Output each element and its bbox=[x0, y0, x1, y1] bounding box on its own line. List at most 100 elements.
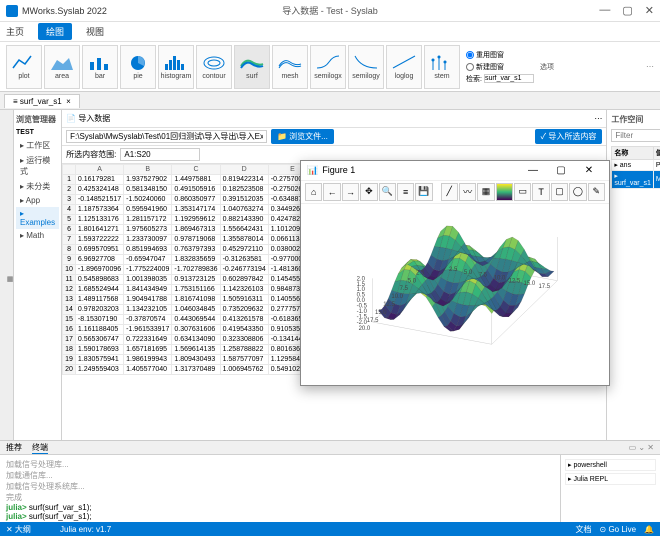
ribbon-semilogx[interactable]: semilogx bbox=[310, 45, 346, 89]
ribbon-histogram[interactable]: histogram bbox=[158, 45, 194, 89]
sidebar-item[interactable]: ▸ Examples bbox=[16, 207, 59, 229]
ribbon-stem[interactable]: stem bbox=[424, 45, 460, 89]
svg-text:10.0: 10.0 bbox=[494, 276, 506, 282]
app-icon bbox=[6, 5, 18, 17]
panel-menu[interactable]: ⋯ bbox=[594, 114, 602, 123]
svg-text:10.0: 10.0 bbox=[391, 294, 403, 300]
ribbon-search[interactable] bbox=[484, 74, 534, 83]
title-bar: MWorks.Syslab 2022 导入数据 - Test - Syslab … bbox=[0, 0, 660, 22]
ribbon-bar[interactable]: bar bbox=[82, 45, 118, 89]
tool-rect-icon[interactable]: ▢ bbox=[551, 183, 568, 201]
ribbon-plot[interactable]: plot bbox=[6, 45, 42, 89]
workspace-header: 工作空间 bbox=[611, 114, 660, 125]
ribbon-pie[interactable]: pie bbox=[120, 45, 156, 89]
sidebar-item[interactable]: ▸ Math bbox=[16, 229, 59, 242]
tool-ellipse-icon[interactable]: ◯ bbox=[569, 183, 586, 201]
svg-text:7.5: 7.5 bbox=[400, 286, 409, 292]
fig-min-button[interactable]: — bbox=[519, 165, 547, 176]
menu-bar: 主页 绘图 视图 bbox=[0, 22, 660, 42]
status-bell-icon[interactable]: 🔔 bbox=[644, 525, 654, 534]
terminal-list: ▸ powershell▸ Julia REPL bbox=[560, 455, 660, 522]
figure-icon: 📊 bbox=[307, 165, 318, 176]
browse-button[interactable]: 📁 浏览文件... bbox=[271, 129, 334, 144]
file-tab[interactable]: ≡ surf_var_s1 × bbox=[4, 94, 80, 108]
new-figure-radio[interactable]: 新建图窗 bbox=[466, 62, 534, 72]
reuse-figure-radio[interactable]: 重用图窗 bbox=[466, 50, 534, 60]
terminal: 加载信号处理库...加载通信库...加载信号处理系统库...完成 julia> … bbox=[0, 454, 660, 522]
close-button[interactable]: ✕ bbox=[645, 4, 654, 17]
workspace-panel: 工作空间 名称值▸ ansPyObject▸ surf_var_s1Matrix… bbox=[606, 110, 660, 440]
terminal-output[interactable]: 加载信号处理库...加载通信库...加载信号处理系统库...完成 julia> … bbox=[0, 455, 560, 522]
svg-text:20.0: 20.0 bbox=[359, 326, 371, 332]
save-icon[interactable]: 💾 bbox=[415, 183, 432, 201]
sidebar-item[interactable]: ▸ 未分类 bbox=[16, 179, 59, 194]
ribbon-surf[interactable]: surf bbox=[234, 45, 270, 89]
tool-line-icon[interactable]: ╱ bbox=[441, 183, 458, 201]
path-input[interactable] bbox=[66, 130, 267, 143]
back-icon[interactable]: ← bbox=[323, 183, 340, 201]
sidebar: 浏览管理器 TEST ▸ 工作区▸ 运行模式▸ 未分类▸ App▸ Exampl… bbox=[14, 110, 62, 440]
svg-text:5.0: 5.0 bbox=[408, 278, 417, 284]
svg-text:15.0: 15.0 bbox=[524, 281, 536, 287]
status-env[interactable]: Julia env: v1.7 bbox=[60, 525, 111, 534]
home-icon[interactable]: ⌂ bbox=[305, 183, 322, 201]
activity-bar: ▦ ⚲ ▣ bbox=[0, 110, 14, 440]
config-icon[interactable]: ≡ bbox=[397, 183, 414, 201]
status-bar: ✕ 大纲 Julia env: v1.7 文档 ⊙ Go Live 🔔 bbox=[0, 522, 660, 536]
range-input[interactable] bbox=[120, 148, 200, 161]
svg-text:17.5: 17.5 bbox=[538, 284, 550, 290]
ribbon: plot area bar pie histogram contour surf… bbox=[0, 42, 660, 92]
svg-text:17.5: 17.5 bbox=[367, 318, 379, 324]
fwd-icon[interactable]: → bbox=[342, 183, 359, 201]
pan-icon[interactable]: ✥ bbox=[360, 183, 377, 201]
terminal-tab-term[interactable]: 终端 bbox=[32, 442, 48, 454]
sidebar-test: TEST bbox=[16, 129, 59, 136]
options-label: 选项 bbox=[540, 62, 554, 72]
ribbon-contour[interactable]: contour bbox=[196, 45, 232, 89]
svg-text:12.5: 12.5 bbox=[383, 302, 395, 308]
status-doc[interactable]: 文档 bbox=[576, 524, 592, 535]
tool-select-icon[interactable]: ▭ bbox=[514, 183, 531, 201]
sidebar-item[interactable]: ▸ 工作区 bbox=[16, 138, 59, 153]
tool-grid-icon[interactable]: ▦ bbox=[477, 183, 494, 201]
figure-plot[interactable]: 2.01.51.00.50.0-0.5-1.0-1.5-2.02.55.07.5… bbox=[301, 204, 609, 385]
menu-plot[interactable]: 绘图 bbox=[38, 23, 72, 40]
import-tab[interactable]: 📄 导入数据 bbox=[66, 113, 110, 124]
status-golive[interactable]: ⊙ Go Live bbox=[600, 525, 637, 534]
ribbon-semilogy[interactable]: semilogy bbox=[348, 45, 384, 89]
ribbon-more[interactable]: ⋯ bbox=[646, 62, 654, 71]
ribbon-loglog[interactable]: loglog bbox=[386, 45, 422, 89]
figure-toolbar: ⌂ ← → ✥ 🔍 ≡ 💾 ╱ 〰 ▦ ▭ T ▢ ◯ ✎ bbox=[301, 181, 609, 205]
import-button[interactable]: ✓ 导入所选内容 bbox=[535, 129, 603, 144]
terminal-controls[interactable]: ▭ ⌄ ✕ bbox=[629, 443, 654, 452]
fig-close-button[interactable]: ✕ bbox=[575, 165, 603, 176]
svg-text:2.5: 2.5 bbox=[416, 271, 425, 277]
minimize-button[interactable]: — bbox=[599, 4, 610, 17]
tab-bar: ≡ surf_var_s1 × bbox=[0, 92, 660, 110]
svg-text:5.0: 5.0 bbox=[464, 270, 473, 276]
sidebar-header: 浏览管理器 bbox=[16, 114, 59, 125]
tool-wave-icon[interactable]: 〰 bbox=[459, 183, 476, 201]
menu-view[interactable]: 视图 bbox=[86, 25, 104, 38]
figure-title: Figure 1 bbox=[322, 165, 355, 175]
explorer-icon[interactable]: ▦ bbox=[5, 275, 13, 283]
tool-draw-icon[interactable]: ✎ bbox=[588, 183, 605, 201]
workspace-filter[interactable] bbox=[611, 129, 660, 142]
figure-window[interactable]: 📊 Figure 1 — ▢ ✕ ⌂ ← → ✥ 🔍 ≡ 💾 ╱ 〰 ▦ ▭ T… bbox=[300, 160, 610, 386]
ribbon-area[interactable]: area bbox=[44, 45, 80, 89]
doc-title: 导入数据 - Test - Syslab bbox=[282, 4, 378, 17]
sidebar-item[interactable]: ▸ 运行模式 bbox=[16, 153, 59, 179]
sidebar-item[interactable]: ▸ App bbox=[16, 194, 59, 207]
fig-max-button[interactable]: ▢ bbox=[547, 165, 575, 176]
range-label: 所选内容范围: bbox=[66, 149, 116, 160]
tool-color-icon[interactable] bbox=[496, 183, 513, 201]
menu-home[interactable]: 主页 bbox=[6, 25, 24, 38]
svg-text:15.0: 15.0 bbox=[375, 310, 387, 316]
tool-text-icon[interactable]: T bbox=[532, 183, 549, 201]
status-outline[interactable]: ✕ 大纲 bbox=[6, 524, 31, 535]
svg-text:12.5: 12.5 bbox=[509, 278, 521, 284]
terminal-tab-rec[interactable]: 推荐 bbox=[6, 442, 22, 453]
maximize-button[interactable]: ▢ bbox=[622, 4, 632, 17]
zoom-icon[interactable]: 🔍 bbox=[379, 183, 396, 201]
ribbon-mesh[interactable]: mesh bbox=[272, 45, 308, 89]
